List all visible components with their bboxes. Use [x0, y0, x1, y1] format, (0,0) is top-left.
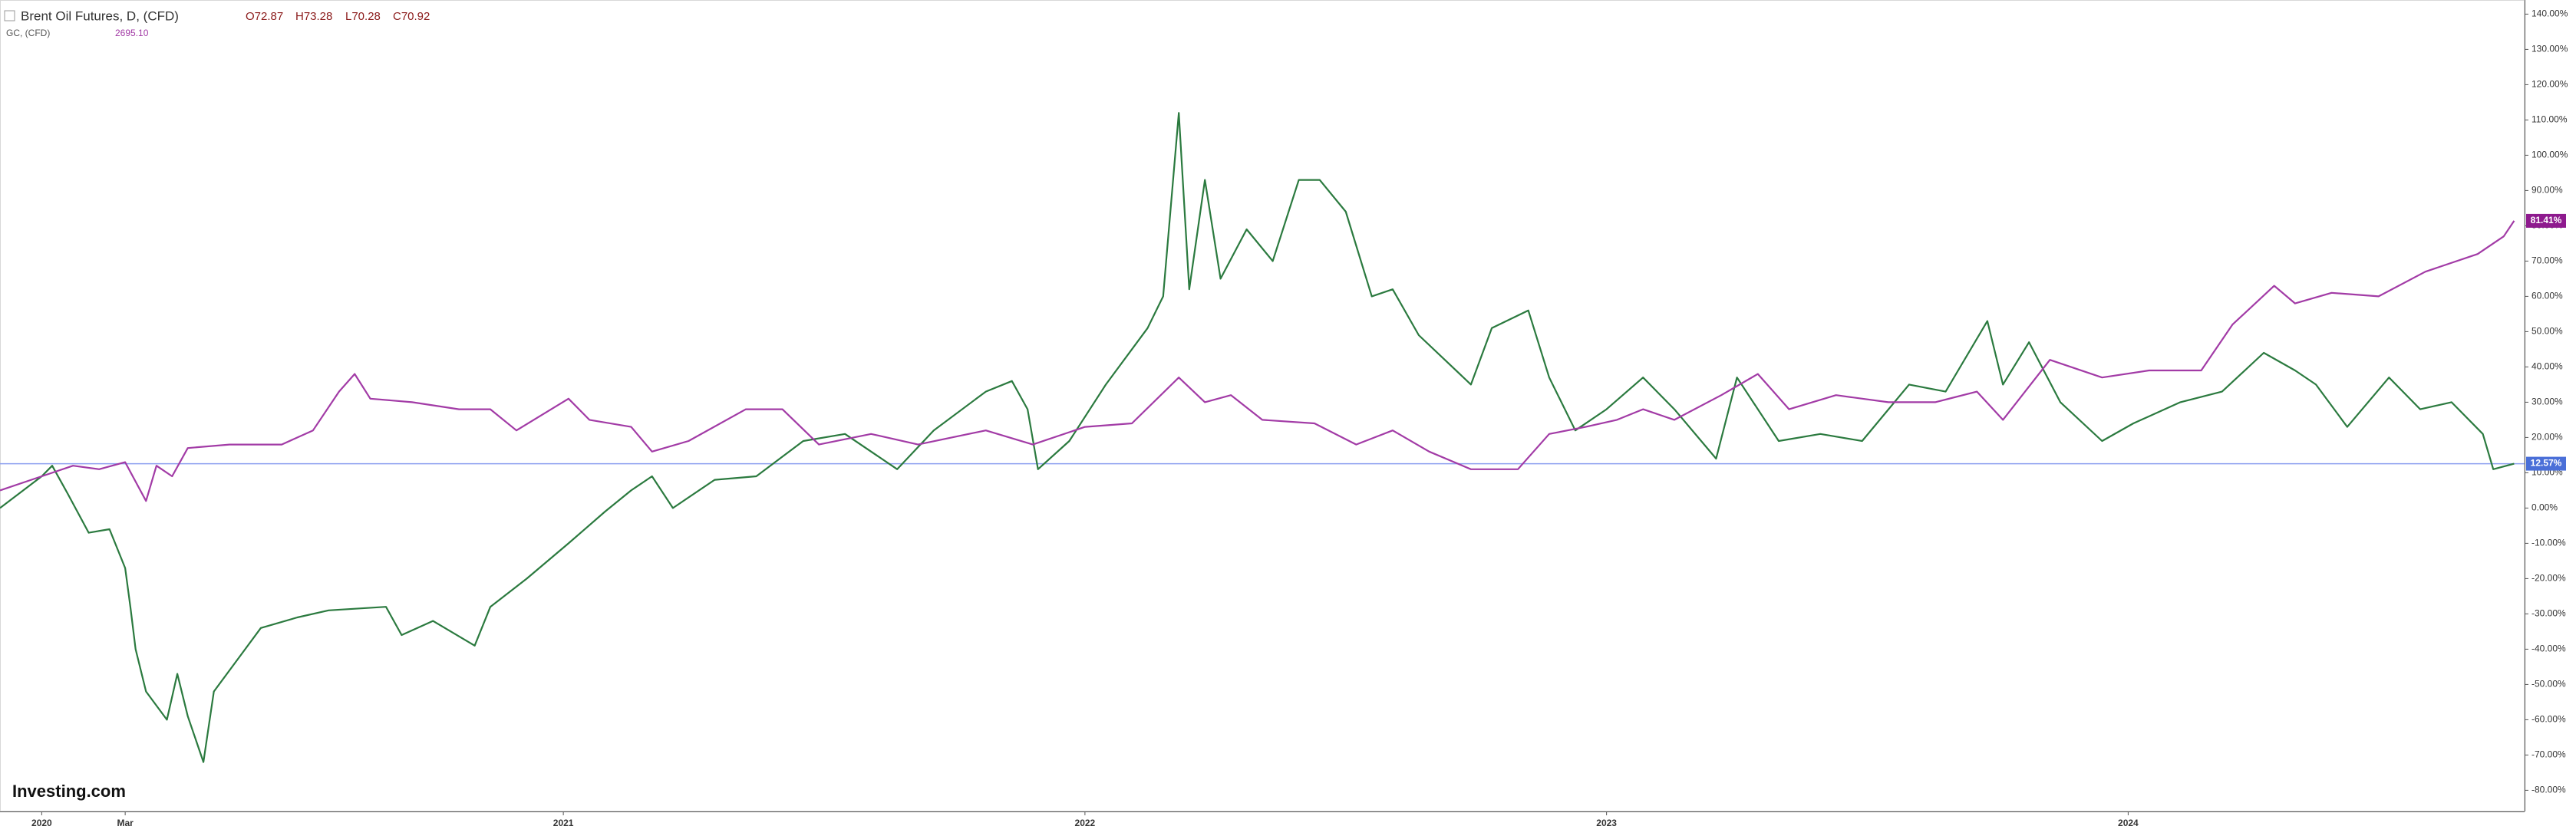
series-line — [0, 112, 2515, 763]
y-tick-label: 0.00% — [2531, 502, 2558, 513]
y-tick-label: -40.00% — [2531, 643, 2566, 654]
x-tick-label: 2024 — [2118, 818, 2139, 828]
y-tick-label: -50.00% — [2531, 679, 2566, 690]
y-tick-label: 60.00% — [2531, 291, 2563, 301]
header: Brent Oil Futures, D, (CFD) O72.87 H73.2… — [4, 8, 430, 38]
y-tick-label: 50.00% — [2531, 326, 2563, 337]
y-tick-label: -10.00% — [2531, 538, 2566, 548]
close: C70.92 — [393, 10, 430, 23]
symbol: Brent Oil Futures, D, (CFD) — [21, 8, 179, 23]
y-tick-label: -70.00% — [2531, 749, 2566, 760]
last-value-label: 12.57% — [2531, 458, 2562, 469]
y-tick-label: -20.00% — [2531, 573, 2566, 584]
x-tick-label: 2021 — [553, 818, 574, 828]
last-value-badge — [2526, 456, 2566, 471]
compare-symbol: GC, (CFD) — [6, 28, 50, 38]
plot-frame — [0, 0, 2525, 811]
low: L70.28 — [345, 10, 381, 23]
compare-value: 2695.10 — [115, 28, 149, 38]
y-tick-label: -80.00% — [2531, 785, 2566, 795]
y-tick-label: 70.00% — [2531, 255, 2563, 266]
watermark: Investing.com — [12, 782, 126, 801]
x-tick-label: 2020 — [31, 818, 52, 828]
y-tick-label: 130.00% — [2531, 44, 2568, 54]
series-line — [0, 220, 2515, 502]
collapse-icon[interactable] — [4, 10, 15, 21]
y-tick-label: 110.00% — [2531, 114, 2568, 125]
y-tick-label: 140.00% — [2531, 8, 2568, 19]
y-tick-label: 90.00% — [2531, 185, 2563, 196]
x-tick-label: 2022 — [1075, 818, 1096, 828]
y-tick-label: 20.00% — [2531, 432, 2563, 443]
y-tick-label: -30.00% — [2531, 608, 2566, 619]
y-tick-label: 30.00% — [2531, 397, 2563, 407]
y-tick-label: -60.00% — [2531, 714, 2566, 725]
x-tick-label: 2023 — [1596, 818, 1617, 828]
x-tick-label: Mar — [117, 818, 134, 828]
last-value-badge — [2526, 213, 2566, 228]
high: H73.28 — [295, 10, 332, 23]
y-tick-label: 120.00% — [2531, 79, 2568, 90]
open: O72.87 — [246, 10, 283, 23]
last-value-label: 81.41% — [2531, 215, 2562, 225]
y-tick-label: 100.00% — [2531, 150, 2568, 160]
y-tick-label: 40.00% — [2531, 361, 2563, 372]
